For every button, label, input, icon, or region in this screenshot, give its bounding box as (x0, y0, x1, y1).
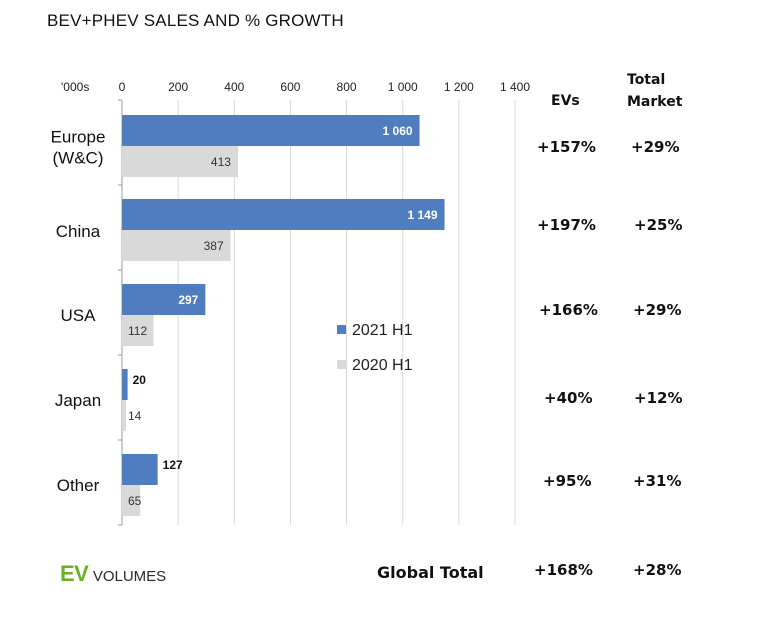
bar-2021-h1 (122, 369, 128, 400)
x-tick-label: 400 (224, 80, 244, 94)
category-label: Other (57, 476, 100, 495)
bar-2020-h1 (122, 230, 231, 261)
evs-growth-value: +40% (544, 389, 593, 407)
data-label-2020-h1: 65 (128, 494, 142, 508)
data-label-2021-h1: 20 (133, 373, 147, 387)
evs-growth-value: +166% (539, 301, 598, 319)
x-tick-label: 1 000 (388, 80, 418, 94)
evs-growth-value: +197% (537, 216, 596, 234)
legend-swatch-2021-h1 (337, 325, 346, 334)
x-tick-label: 1 200 (444, 80, 474, 94)
category-label: Japan (55, 391, 101, 410)
category-label: (W&C) (53, 149, 104, 168)
evs-column-header: EVs (551, 93, 580, 109)
category-label: China (56, 222, 101, 241)
total-market-growth-value: +29% (633, 301, 682, 319)
legend-label-2020-h1: 2020 H1 (352, 357, 413, 374)
global-evs-growth: +168% (534, 561, 593, 579)
unit-label: '000s (61, 80, 89, 94)
ev-volumes-logo: EV VOLUMES (60, 561, 166, 587)
chart-title: BEV+PHEV SALES AND % GROWTH (47, 11, 344, 30)
evs-growth-value: +157% (537, 138, 596, 156)
total-market-growth-value: +12% (634, 389, 683, 407)
legend-swatch-2020-h1 (337, 360, 346, 369)
bar-2020-h1 (122, 315, 154, 346)
data-label-2021-h1: 297 (178, 293, 198, 307)
x-tick-label: 1 400 (500, 80, 530, 94)
x-tick-label: 0 (119, 80, 126, 94)
bar-2020-h1 (122, 400, 126, 431)
x-tick-label: 800 (337, 80, 357, 94)
category-label: Europe (51, 128, 106, 147)
bar-2021-h1 (122, 115, 420, 146)
data-label-2021-h1: 1 060 (383, 124, 413, 138)
logo-volumes: VOLUMES (92, 568, 167, 585)
bar-2021-h1 (122, 199, 445, 230)
data-label-2021-h1: 1 149 (408, 208, 438, 222)
global-total-growth: +28% (633, 561, 682, 579)
evs-growth-value: +95% (543, 472, 592, 490)
data-label-2020-h1: 112 (128, 324, 147, 338)
total-market-column-header: Total Market (627, 72, 683, 110)
logo-ev: EV (60, 561, 89, 586)
category-label: USA (61, 306, 97, 325)
data-label-2021-h1: 127 (163, 458, 183, 472)
bar-2020-h1 (122, 485, 141, 516)
bar-2021-h1 (122, 454, 158, 485)
data-label-2020-h1: 413 (211, 155, 231, 169)
bar-2021-h1 (122, 284, 206, 315)
x-tick-label: 600 (280, 80, 300, 94)
bar-2020-h1 (122, 146, 238, 177)
total-market-growth-value: +29% (631, 138, 680, 156)
total-market-growth-value: +31% (633, 472, 682, 490)
legend-label-2021-h1: 2021 H1 (352, 322, 413, 339)
total-market-growth-value: +25% (634, 216, 683, 234)
global-total-label: Global Total (377, 563, 484, 582)
data-label-2020-h1: 387 (204, 239, 224, 253)
x-tick-label: 200 (168, 80, 188, 94)
data-label-2020-h1: 14 (128, 409, 142, 423)
